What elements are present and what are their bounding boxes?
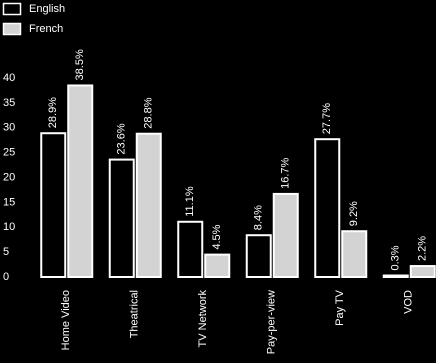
- y-tick-label: 5: [3, 246, 9, 258]
- legend-swatch: [2, 2, 22, 16]
- value-label: 28.8%: [143, 97, 155, 128]
- x-tick-label: Theatrical: [129, 290, 141, 338]
- value-label: 4.5%: [211, 224, 223, 249]
- value-label: 38.5%: [74, 49, 86, 80]
- bar: [314, 138, 341, 278]
- bar: [409, 265, 436, 278]
- bar: [245, 234, 272, 279]
- y-tick-label: 40: [3, 72, 15, 84]
- x-tick-label: Pay-per-view: [266, 290, 278, 354]
- value-label: 23.6%: [116, 123, 128, 154]
- bar: [341, 230, 368, 278]
- bar: [135, 132, 162, 278]
- y-tick-label: 0: [3, 271, 9, 283]
- value-label: 28.9%: [47, 97, 59, 128]
- x-tick-label: Home Video: [60, 290, 72, 350]
- y-tick-label: 20: [3, 171, 15, 183]
- bar: [177, 220, 204, 278]
- x-tick-label: VOD: [403, 290, 415, 314]
- y-tick-label: 25: [3, 147, 15, 159]
- value-label: 8.4%: [253, 205, 265, 230]
- bar: [382, 274, 409, 279]
- x-tick-label: Pay TV: [334, 289, 346, 326]
- value-label: 27.7%: [321, 103, 333, 134]
- legend-swatch: [2, 22, 22, 36]
- value-label: 11.1%: [184, 186, 196, 217]
- x-tick-label: TV Network: [197, 290, 209, 348]
- bar: [40, 132, 67, 278]
- bar: [67, 84, 94, 279]
- legend-label: English: [29, 3, 65, 15]
- value-label: 2.2%: [417, 236, 429, 261]
- y-tick-label: 35: [3, 97, 15, 109]
- bar: [204, 253, 231, 279]
- value-label: 0.3%: [390, 245, 402, 270]
- value-label: 9.2%: [348, 201, 360, 226]
- bar: [272, 192, 299, 278]
- legend-label: French: [29, 23, 63, 35]
- y-tick-label: 30: [3, 122, 15, 134]
- bar: [108, 158, 135, 278]
- y-tick-label: 15: [3, 196, 15, 208]
- y-tick-label: 10: [3, 221, 15, 233]
- value-label: 16.7%: [280, 158, 292, 189]
